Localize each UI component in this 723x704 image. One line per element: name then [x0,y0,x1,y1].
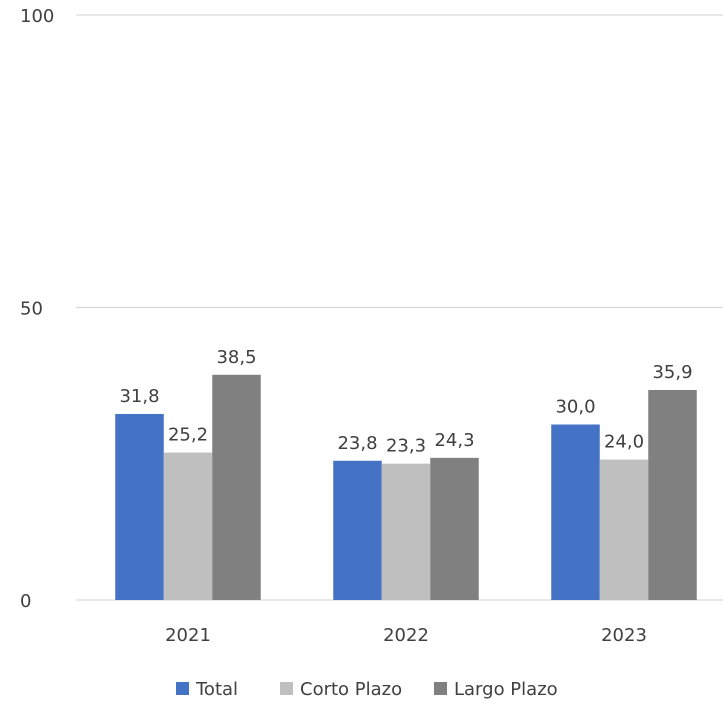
data-labels: 31,8 25,2 38,5 23,8 23,3 24,3 30,0 24,0 35,9 [119,347,692,457]
bar-2021-largo-plazo [212,374,261,600]
bar-2021-corto-plazo [163,452,213,600]
y-axis-ticks: 0 50 100 [20,6,54,612]
bar-2022-largo-plazo [430,457,479,600]
legend-swatch-total [176,682,189,695]
data-label-2023-corto-plazo: 24,0 [604,432,644,453]
legend-label-largo-plazo: Largo Plazo [454,679,558,700]
data-label-2023-largo-plazo: 35,9 [652,362,692,383]
legend-swatch-corto-plazo [280,682,293,695]
data-label-2022-largo-plazo: 24,3 [434,430,474,451]
legend-label-total: Total [195,679,238,700]
bar-2023-corto-plazo [599,459,649,600]
data-label-2022-corto-plazo: 23,3 [386,436,426,457]
y-tick-label-0: 0 [20,591,31,612]
bars [115,374,697,600]
bar-2023-total [551,424,600,600]
y-tick-label-100: 100 [20,6,54,27]
bar-2021-total [115,413,164,600]
data-label-2021-largo-plazo: 38,5 [216,347,256,368]
data-label-2023-total: 30,0 [555,397,595,418]
bar-2022-corto-plazo [381,463,431,600]
data-label-2021-corto-plazo: 25,2 [168,425,208,446]
legend: Total Corto Plazo Largo Plazo [176,679,558,700]
x-category-label-2023: 2023 [601,625,647,646]
legend-swatch-largo-plazo [434,682,447,695]
bar-2023-largo-plazo [648,389,697,600]
x-category-label-2022: 2022 [383,625,429,646]
bar-2022-total [333,460,382,600]
x-category-label-2021: 2021 [165,625,211,646]
y-tick-label-50: 50 [20,299,43,320]
x-axis-categories: 2021 2022 2023 [165,625,647,646]
data-label-2022-total: 23,8 [337,433,377,454]
legend-label-corto-plazo: Corto Plazo [300,679,402,700]
data-label-2021-total: 31,8 [119,386,159,407]
